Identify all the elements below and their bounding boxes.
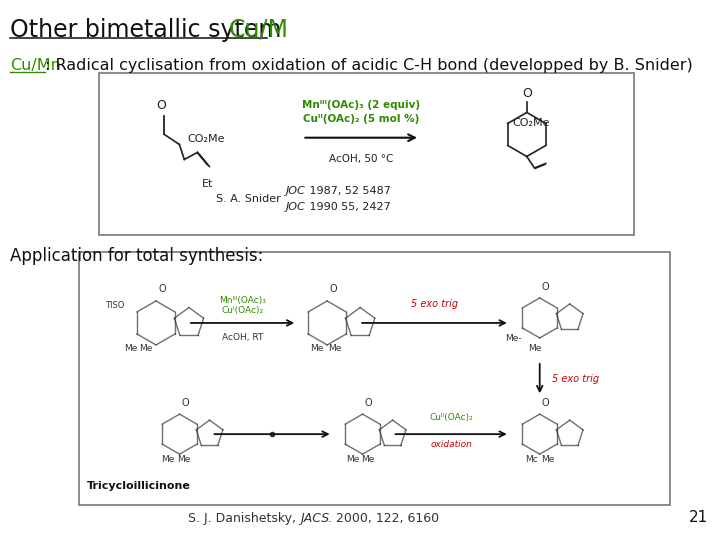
Text: O: O: [181, 398, 189, 408]
Text: : Radical cyclisation from oxidation of acidic C-H bond (developped by B. Snider: : Radical cyclisation from oxidation of …: [45, 58, 693, 73]
Text: Mnᴵᴵᴵ(OAc)₃ (2 equiv): Mnᴵᴵᴵ(OAc)₃ (2 equiv): [302, 100, 420, 110]
Text: O: O: [158, 285, 166, 294]
Text: Tricycloillicinone: Tricycloillicinone: [87, 481, 191, 491]
Text: Me: Me: [361, 455, 374, 464]
Text: 1990 55, 2427: 1990 55, 2427: [306, 202, 391, 212]
Text: Me: Me: [125, 344, 138, 353]
Text: O: O: [365, 398, 372, 408]
Text: O: O: [522, 87, 531, 100]
Text: Me: Me: [161, 455, 174, 464]
Text: TISO: TISO: [104, 301, 124, 310]
Text: 1987, 52 5487: 1987, 52 5487: [306, 186, 391, 196]
Text: AcOH, 50 °C: AcOH, 50 °C: [329, 154, 393, 164]
Text: Cu/Mn: Cu/Mn: [10, 58, 61, 73]
Text: Cuᴵ(OAc)₂: Cuᴵ(OAc)₂: [222, 306, 264, 315]
Text: Cu/M: Cu/M: [228, 18, 289, 42]
Text: JOC: JOC: [286, 186, 306, 196]
Text: oxidation: oxidation: [431, 440, 472, 449]
Text: O: O: [542, 282, 549, 292]
Text: 5 exo trig: 5 exo trig: [411, 299, 458, 309]
Text: Cuᴵᴵ(OAc)₂ (5 mol %): Cuᴵᴵ(OAc)₂ (5 mol %): [303, 114, 419, 124]
Text: O: O: [330, 285, 338, 294]
Text: CO₂Me: CO₂Me: [513, 118, 550, 129]
Text: JOC: JOC: [286, 202, 306, 212]
Text: 5 exo trig: 5 exo trig: [552, 374, 599, 383]
Bar: [79, 252, 670, 505]
Text: O: O: [542, 398, 549, 408]
Text: JACS: JACS: [300, 512, 329, 525]
Text: O: O: [156, 99, 166, 112]
Bar: [99, 73, 634, 235]
Text: CO₂Me: CO₂Me: [187, 134, 225, 145]
Text: Me: Me: [346, 455, 359, 464]
Text: Me: Me: [310, 344, 324, 353]
Text: Me: Me: [541, 455, 554, 464]
Text: Me: Me: [328, 344, 342, 353]
Text: Mc: Mc: [526, 455, 538, 464]
Text: Et: Et: [202, 179, 213, 190]
Text: Mnᴵᴵᴵ(OAc)₃: Mnᴵᴵᴵ(OAc)₃: [219, 296, 266, 305]
Text: Me: Me: [139, 344, 153, 353]
Text: Me: Me: [177, 455, 190, 464]
Text: Me-: Me-: [505, 334, 522, 343]
Text: Cuᴵᴵ(OAc)₂: Cuᴵᴵ(OAc)₂: [429, 413, 473, 422]
Text: Me: Me: [528, 344, 541, 353]
Text: S. J. Danishetsky,: S. J. Danishetsky,: [188, 512, 300, 525]
Text: S. A. Snider: S. A. Snider: [216, 194, 281, 204]
Text: 21: 21: [689, 510, 708, 525]
Text: . 2000, 122, 6160: . 2000, 122, 6160: [328, 512, 439, 525]
Text: AcOH, RT: AcOH, RT: [222, 333, 264, 342]
Text: Other bimetallic sytem: Other bimetallic sytem: [10, 18, 289, 42]
Text: Application for total synthesis:: Application for total synthesis:: [10, 247, 264, 265]
